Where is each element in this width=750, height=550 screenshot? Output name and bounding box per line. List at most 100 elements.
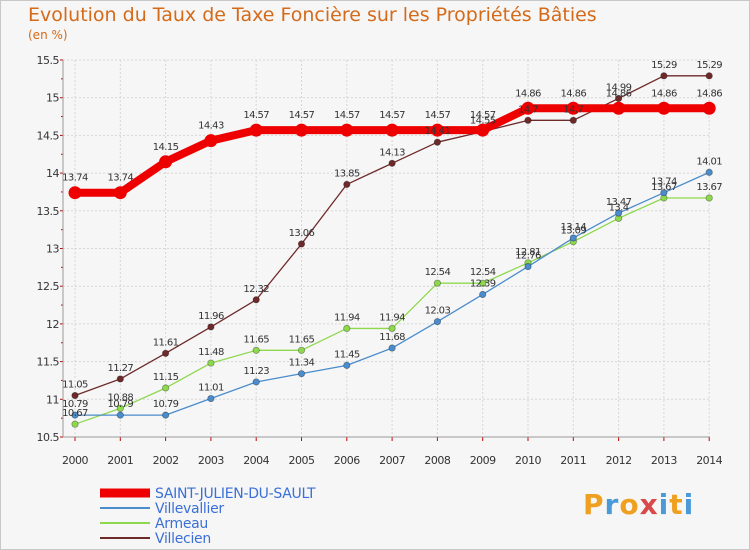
data-label: 12.39: [470, 278, 496, 289]
x-tick-label: 2005: [289, 454, 315, 467]
data-label: 11.65: [243, 334, 269, 345]
data-point: [207, 359, 215, 367]
y-tick-label: 11: [46, 393, 59, 406]
data-point: [343, 180, 351, 189]
data-label: 13.74: [651, 177, 677, 188]
data-point: [116, 411, 124, 419]
data-label: 13.67: [696, 182, 722, 193]
data-label: 14.86: [515, 88, 541, 99]
data-point: [159, 155, 173, 169]
data-label: 13.09: [560, 226, 586, 237]
data-label: 11.34: [289, 358, 315, 369]
logo-letter: t: [669, 488, 684, 521]
data-point: [479, 290, 487, 299]
data-label: 14.86: [560, 88, 586, 99]
data-point: [252, 296, 260, 304]
logo-letter: i: [683, 488, 695, 521]
data-label: 10.67: [62, 408, 88, 419]
data-point: [71, 391, 79, 400]
data-label: 11.45: [334, 349, 360, 360]
data-point: [705, 168, 713, 176]
data-label: 10.88: [107, 392, 133, 403]
x-tick-label: 2006: [334, 454, 360, 467]
data-label: 12.76: [515, 251, 541, 262]
data-label: 13.74: [62, 173, 88, 184]
data-label: 11.94: [379, 312, 405, 323]
data-point: [388, 159, 396, 167]
x-tick-label: 2009: [470, 454, 496, 467]
data-label: 14.86: [696, 88, 722, 99]
data-label: 14.57: [379, 110, 405, 121]
data-point: [388, 344, 396, 352]
data-label: 12.54: [470, 267, 496, 278]
data-label: 11.94: [334, 312, 360, 323]
data-label: 14.41: [425, 126, 451, 137]
data-point: [705, 72, 713, 80]
logo-letter: r: [604, 488, 620, 521]
data-point: [385, 123, 399, 137]
data-point: [612, 101, 626, 115]
data-point: [116, 404, 124, 412]
data-point: [297, 370, 306, 378]
data-label: 11.48: [198, 347, 224, 358]
data-point: [343, 324, 351, 333]
data-point: [660, 189, 668, 197]
logo-letter: P: [583, 488, 605, 521]
data-label: 11.23: [243, 366, 269, 377]
data-label: 14.15: [153, 142, 179, 153]
data-label: 12.32: [243, 284, 269, 295]
y-tick-label: 12.5: [37, 280, 60, 293]
x-tick-label: 2012: [606, 454, 632, 467]
series-line-armeau: [74, 197, 710, 425]
x-tick-label: 2001: [107, 454, 133, 467]
data-point: [614, 94, 623, 103]
y-tick-label: 11.5: [37, 356, 60, 369]
data-label: 14.86: [651, 88, 677, 99]
data-point: [660, 72, 668, 80]
data-point: [521, 101, 535, 115]
data-label: 11.96: [198, 311, 224, 322]
data-label: 10.79: [107, 399, 133, 410]
data-label: 11.27: [107, 363, 133, 374]
axes: 10.5 11 11.5 12 12.5 13 13.5 14 14.5 15 15.5 2000 20…: [37, 54, 724, 467]
logo-letter: o: [619, 488, 640, 521]
data-point: [569, 116, 577, 124]
data-label: 14.55: [470, 116, 496, 127]
data-label: 12.54: [425, 267, 451, 278]
data-label: 14.57: [243, 110, 269, 121]
x-tick-label: 2011: [560, 454, 586, 467]
x-tick-label: 2007: [379, 454, 405, 467]
logo-letter: x: [639, 488, 659, 521]
data-point: [614, 209, 623, 217]
logo-letter: i: [658, 488, 670, 521]
data-point: [705, 194, 713, 202]
data-point: [476, 123, 490, 137]
proxiti-logo: Proxiti: [583, 488, 694, 521]
data-point: [433, 318, 441, 326]
data-labels-layer: 13.74 13.74 14.15 14.43 14.57 14.57 14.57 14.57…: [62, 60, 723, 419]
data-label: 11.68: [379, 332, 405, 343]
data-label: 14.57: [334, 110, 360, 121]
data-label: 13.47: [606, 197, 632, 208]
data-point: [566, 101, 580, 115]
data-point: [297, 346, 306, 354]
data-point: [113, 186, 127, 200]
legend-label: Villevallier: [155, 501, 224, 517]
data-point: [343, 361, 351, 369]
y-tick-label: 13: [46, 243, 59, 256]
y-tick-label: 12: [46, 318, 59, 331]
data-point: [569, 234, 577, 242]
data-label: 10.79: [153, 399, 179, 410]
data-label: 14.43: [198, 121, 224, 132]
data-label: 14.57: [470, 110, 496, 121]
legend-label: Armeau: [155, 516, 208, 532]
data-label: 14.57: [425, 110, 451, 121]
data-point: [207, 394, 215, 403]
data-label: 13.85: [334, 168, 360, 179]
data-point: [68, 186, 82, 200]
data-label: 14.7: [563, 104, 583, 115]
data-label: 11.05: [62, 380, 88, 391]
data-point: [388, 324, 396, 333]
